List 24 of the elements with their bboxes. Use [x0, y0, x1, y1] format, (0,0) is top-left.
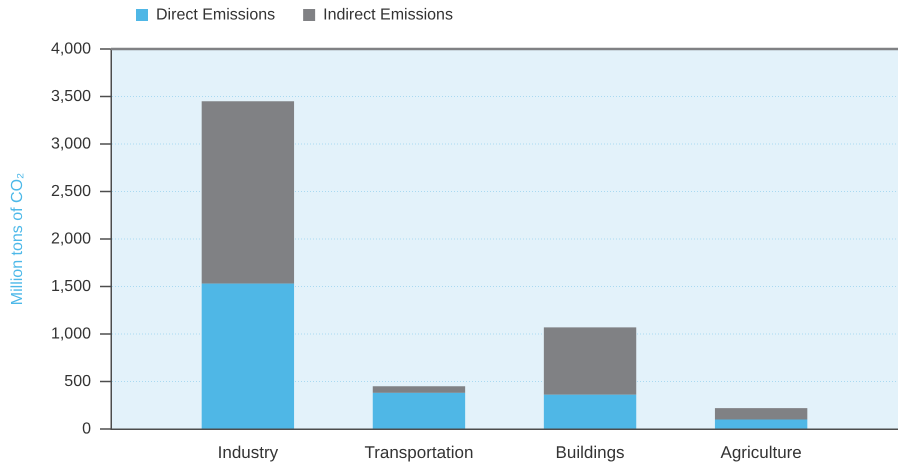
x-tick-label: Transportation [364, 442, 474, 462]
y-tick-label: 1,000 [50, 325, 92, 342]
x-tick-label: Agriculture [720, 442, 802, 462]
legend-label: Indirect Emissions [323, 6, 453, 24]
y-tick-label: 4,000 [50, 40, 92, 58]
y-tick-label: 1,500 [50, 278, 92, 295]
bar [714, 420, 808, 428]
y-axis-title: Million tons of CO₂ [9, 172, 26, 306]
y-tick-label: 2,500 [50, 182, 92, 200]
y-tick-label: 2,000 [50, 230, 92, 248]
bar [714, 408, 808, 420]
y-tick-label: 0 [82, 420, 92, 438]
x-tick-label: Industry [218, 442, 279, 462]
bar [202, 101, 294, 284]
bar [544, 327, 636, 395]
bar [544, 394, 636, 428]
y-tick-label: 3,000 [50, 135, 92, 152]
x-tick-label: Buildings [556, 442, 625, 462]
y-tick-label: 3,500 [50, 88, 92, 105]
bar [202, 284, 294, 428]
bar [372, 386, 466, 393]
bar [372, 392, 466, 428]
y-tick-label: 500 [64, 372, 92, 390]
legend-label: Direct Emissions [156, 6, 276, 24]
